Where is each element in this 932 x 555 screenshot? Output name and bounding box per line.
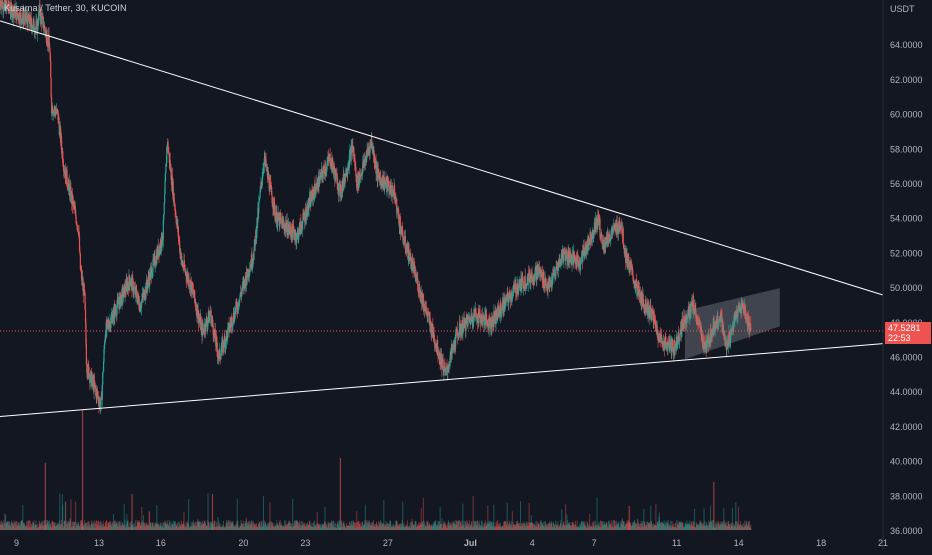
volume-spike [82,410,83,530]
candle-body [50,61,51,78]
volume-bar [520,501,521,530]
candle-body [84,284,85,290]
candle-body [188,277,189,286]
candle-body [165,173,166,181]
candle-body [165,164,166,173]
candle-body [449,358,450,366]
candle-body [111,316,112,323]
candle-body [220,353,221,359]
volume-bar [694,509,695,530]
candle-body [163,215,164,220]
volume-bar [75,502,76,530]
candle-body [465,319,466,331]
candlesticks [0,0,751,414]
volume-bar [750,525,751,530]
candle-body [693,300,694,308]
candle-body [42,16,43,24]
candle-body [610,234,611,239]
candle-body [623,228,624,245]
volume-spike [212,494,213,530]
candle-body [580,258,581,265]
candle-body [164,181,165,194]
candle-body [476,313,477,318]
volume-bar [65,502,66,530]
candle-body [94,380,95,385]
volume-spike [340,458,341,530]
candle-body [417,279,418,291]
volume-bar [735,502,736,530]
volume-bar [473,496,474,530]
volume-spike [629,506,630,530]
candle-body [164,203,165,215]
candle-body [51,78,52,97]
candle-body [258,203,259,214]
candle-body [405,236,406,248]
candle-body [525,288,526,289]
candle-body [628,257,629,267]
candle-body [426,307,427,312]
volume-bar [597,498,598,530]
candle-body [164,194,165,203]
volume-bar [269,503,270,530]
volume-spike [713,482,714,530]
candle-body [194,290,195,299]
candle-body [129,275,130,281]
volume-bar [512,511,513,530]
candle-body [212,320,213,327]
volume-bar [493,505,494,530]
candle-body [410,253,411,258]
volume-bar [62,505,63,530]
candle-body [20,13,21,19]
volume-spike [45,463,46,530]
volume-bar [188,499,189,530]
volume-bars [0,410,751,530]
candle-body [249,269,250,274]
candle-body [123,294,124,298]
volume-spike [131,494,132,530]
candle-body [66,170,67,184]
candle-body [326,163,327,169]
volume-bar [70,499,71,530]
candle-body [323,172,324,178]
